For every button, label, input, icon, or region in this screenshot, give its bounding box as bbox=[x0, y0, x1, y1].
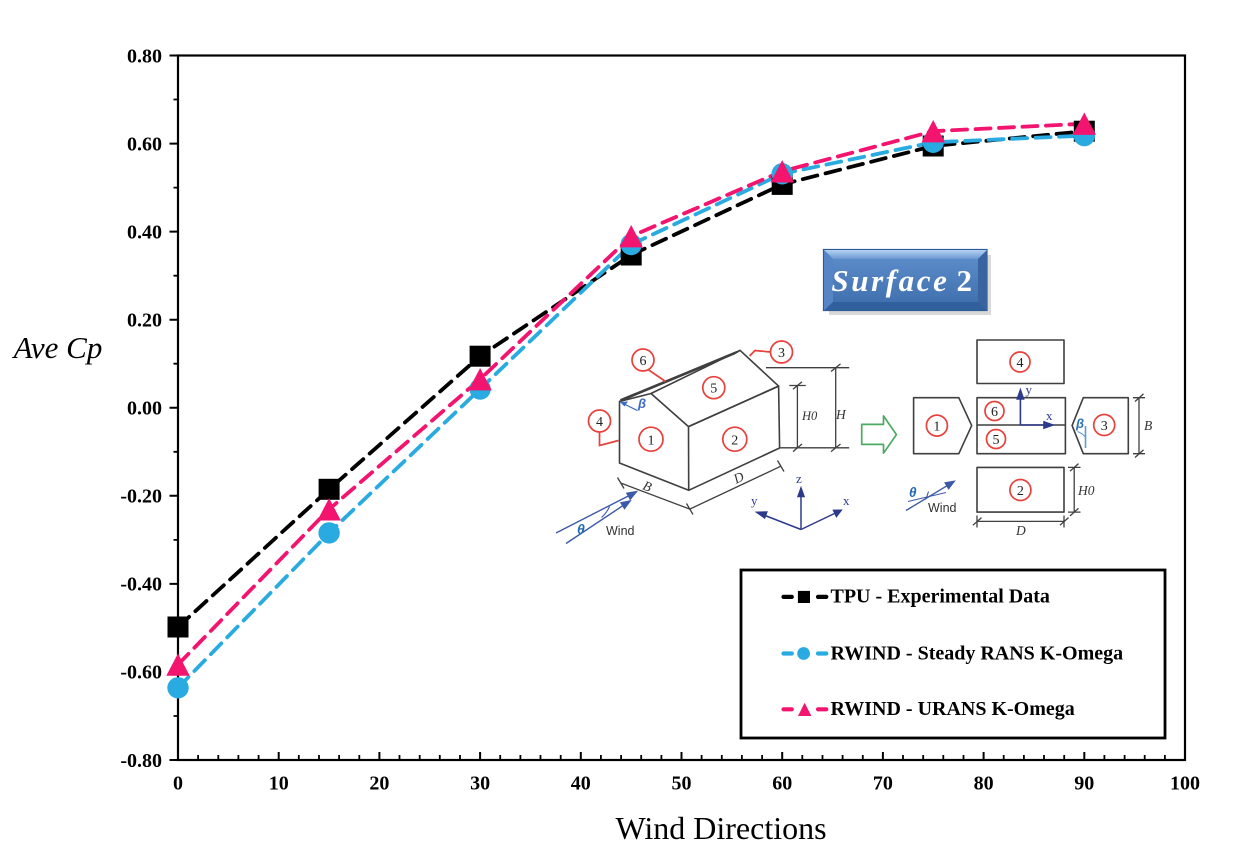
svg-text:-0.20: -0.20 bbox=[120, 486, 162, 508]
svg-text:90: 90 bbox=[1074, 772, 1094, 794]
svg-text:60: 60 bbox=[772, 772, 792, 794]
svg-text:2: 2 bbox=[731, 434, 738, 449]
svg-text:RWIND - Steady RANS K-Omega: RWIND - Steady RANS K-Omega bbox=[831, 643, 1124, 665]
svg-text:TPU - Experimental Data: TPU - Experimental Data bbox=[831, 586, 1050, 608]
svg-text:80: 80 bbox=[974, 772, 994, 794]
svg-text:H0: H0 bbox=[1077, 483, 1095, 498]
svg-text:40: 40 bbox=[571, 772, 591, 794]
svg-text:0.40: 0.40 bbox=[127, 221, 162, 243]
svg-text:Wind: Wind bbox=[928, 501, 957, 515]
svg-text:H: H bbox=[835, 407, 847, 422]
svg-text:1: 1 bbox=[648, 434, 655, 449]
svg-text:Ave Cp: Ave Cp bbox=[12, 330, 103, 365]
svg-text:0.60: 0.60 bbox=[127, 133, 162, 155]
svg-text:50: 50 bbox=[672, 772, 692, 794]
svg-text:10: 10 bbox=[269, 772, 289, 794]
svg-text:H0: H0 bbox=[801, 409, 818, 423]
svg-text:β: β bbox=[1075, 416, 1084, 431]
svg-text:-0.80: -0.80 bbox=[120, 750, 162, 772]
svg-text:3: 3 bbox=[1101, 419, 1108, 434]
svg-text:B: B bbox=[1144, 418, 1152, 433]
svg-text:0.00: 0.00 bbox=[127, 398, 162, 420]
svg-text:20: 20 bbox=[369, 772, 389, 794]
svg-text:y: y bbox=[751, 493, 758, 508]
svg-text:y: y bbox=[1026, 382, 1033, 397]
svg-text:6: 6 bbox=[991, 405, 998, 420]
svg-text:Wind Directions: Wind Directions bbox=[615, 810, 826, 846]
svg-text:4: 4 bbox=[596, 415, 603, 430]
svg-text:6: 6 bbox=[640, 354, 647, 369]
svg-text:Wind: Wind bbox=[606, 524, 635, 538]
svg-text:30: 30 bbox=[470, 772, 490, 794]
svg-text:0: 0 bbox=[173, 772, 183, 794]
svg-text:-0.40: -0.40 bbox=[120, 574, 162, 596]
svg-text:z: z bbox=[796, 471, 802, 486]
svg-text:θ: θ bbox=[577, 521, 585, 537]
svg-text:β: β bbox=[637, 396, 646, 411]
svg-text:0.20: 0.20 bbox=[127, 310, 162, 332]
svg-text:1: 1 bbox=[933, 420, 940, 435]
svg-text:0.80: 0.80 bbox=[127, 45, 162, 67]
svg-text:x: x bbox=[843, 493, 850, 508]
svg-text:5: 5 bbox=[710, 382, 717, 397]
svg-text:70: 70 bbox=[873, 772, 893, 794]
svg-text:-0.60: -0.60 bbox=[120, 662, 162, 684]
svg-text:D: D bbox=[1015, 523, 1026, 538]
svg-text:4: 4 bbox=[1017, 356, 1024, 371]
svg-text:3: 3 bbox=[778, 346, 785, 361]
svg-text:5: 5 bbox=[993, 433, 1000, 448]
svg-text:θ: θ bbox=[909, 485, 917, 500]
svg-text:x: x bbox=[1046, 408, 1053, 423]
svg-text:RWIND - URANS K-Omega: RWIND - URANS K-Omega bbox=[831, 698, 1075, 720]
svg-text:100: 100 bbox=[1170, 772, 1200, 794]
svg-text:2: 2 bbox=[1017, 484, 1024, 499]
